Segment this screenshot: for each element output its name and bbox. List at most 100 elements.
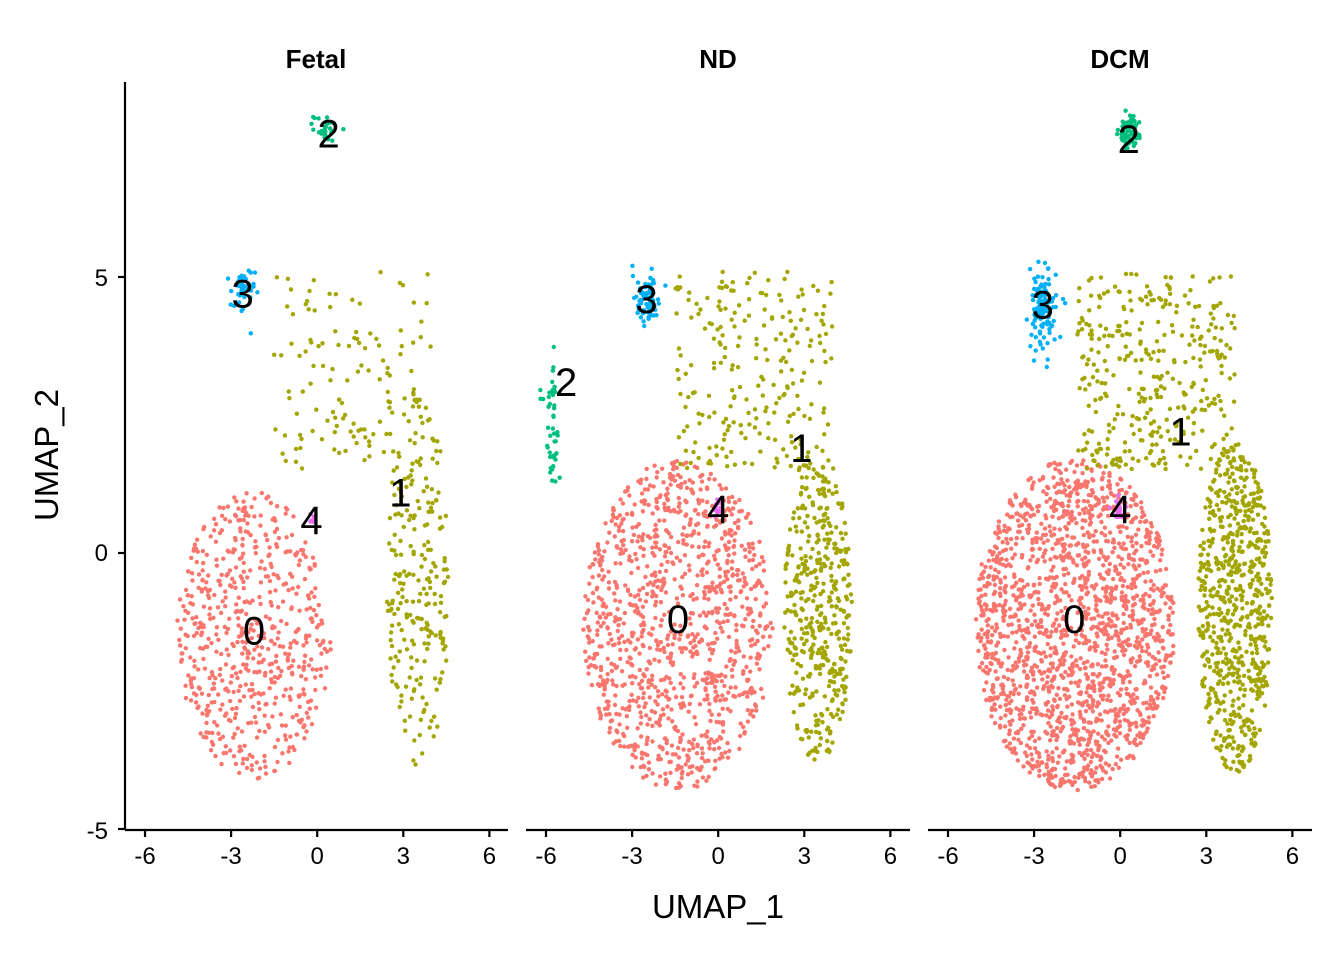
- cell-point-cluster-0: [1046, 772, 1051, 777]
- cell-point-cluster-0: [1121, 565, 1127, 570]
- cell-point-cluster-0: [1073, 680, 1078, 685]
- cell-point-cluster-0: [710, 680, 715, 685]
- cell-point-cluster-0: [988, 639, 994, 644]
- cell-point-cluster-0: [662, 580, 667, 585]
- cell-point-cluster-0: [595, 632, 600, 637]
- cell-point-cluster-0: [282, 733, 288, 738]
- cell-point-cluster-1: [800, 561, 805, 567]
- cell-point-cluster-0: [1091, 729, 1096, 734]
- cell-point-cluster-0: [645, 722, 650, 727]
- cell-point-cluster-0: [719, 736, 724, 741]
- cell-point-cluster-0: [682, 480, 688, 485]
- cell-point-cluster-0: [712, 766, 717, 772]
- cell-point-cluster-0: [689, 693, 694, 698]
- cell-point-cluster-0: [1031, 729, 1036, 734]
- cell-point-cluster-1: [761, 377, 766, 382]
- cell-point-cluster-1: [840, 709, 845, 715]
- cell-point-cluster-0: [1021, 659, 1026, 664]
- cell-point-cluster-1: [280, 451, 285, 456]
- cell-point-cluster-0: [1123, 597, 1128, 602]
- cell-point-cluster-1: [831, 662, 837, 667]
- cell-point-cluster-0: [745, 694, 750, 699]
- cell-point-cluster-0: [237, 698, 243, 704]
- cell-point-cluster-0: [695, 573, 700, 578]
- cell-point-cluster-0: [690, 654, 695, 659]
- cell-point-cluster-1: [312, 308, 317, 313]
- cell-point-cluster-0: [587, 628, 592, 633]
- cell-point-cluster-0: [1088, 747, 1094, 753]
- cell-point-cluster-1: [1165, 282, 1170, 288]
- cell-point-cluster-0: [1044, 499, 1049, 504]
- cell-point-cluster-1: [830, 491, 835, 496]
- cell-point-cluster-0: [1145, 528, 1150, 533]
- cell-point-cluster-0: [244, 756, 250, 762]
- cell-point-cluster-0: [1050, 729, 1055, 734]
- cell-point-cluster-0: [288, 686, 294, 691]
- cell-point-cluster-1: [393, 654, 398, 659]
- cell-point-cluster-0: [721, 729, 726, 734]
- cell-point-cluster-1: [729, 317, 734, 322]
- cell-point-cluster-0: [699, 637, 704, 642]
- cell-point-cluster-1: [843, 547, 848, 552]
- cell-point-cluster-0: [638, 734, 644, 739]
- cell-point-cluster-0: [644, 591, 650, 597]
- cell-point-cluster-0: [657, 723, 662, 728]
- cell-point-cluster-0: [289, 605, 294, 610]
- cell-point-cluster-0: [729, 667, 735, 673]
- cell-point-cluster-0: [1049, 533, 1054, 538]
- cell-point-cluster-0: [720, 706, 725, 711]
- cell-point-cluster-0: [685, 758, 690, 763]
- cell-point-cluster-1: [807, 674, 812, 679]
- cell-point-cluster-1: [842, 558, 847, 563]
- cell-point-cluster-0: [218, 666, 223, 672]
- cell-point-cluster-1: [431, 714, 437, 719]
- cell-point-cluster-0: [700, 567, 705, 572]
- cell-point-cluster-1: [711, 360, 717, 366]
- cell-point-cluster-0: [757, 667, 762, 672]
- cell-point-cluster-0: [1100, 486, 1105, 492]
- cell-point-cluster-0: [1029, 506, 1035, 512]
- cell-point-cluster-1: [752, 270, 757, 275]
- cell-point-cluster-0: [206, 692, 211, 698]
- cell-point-cluster-1: [805, 326, 810, 332]
- cell-point-cluster-0: [670, 660, 676, 665]
- cell-point-cluster-1: [732, 462, 738, 467]
- cell-point-cluster-1: [300, 389, 305, 394]
- cell-point-cluster-0: [733, 531, 738, 536]
- cell-point-cluster-1: [683, 448, 689, 453]
- cell-point-cluster-0: [748, 520, 753, 525]
- cell-point-cluster-1: [812, 757, 817, 762]
- cell-point-cluster-1: [426, 601, 431, 606]
- cell-point-cluster-0: [995, 695, 1001, 700]
- cell-point-cluster-1: [424, 591, 429, 597]
- cell-point-cluster-1: [842, 690, 847, 695]
- cell-point-cluster-1: [1177, 380, 1182, 386]
- cell-point-cluster-0: [1054, 627, 1059, 632]
- cell-point-cluster-0: [1004, 708, 1010, 713]
- cell-point-cluster-0: [622, 639, 627, 645]
- cell-point-cluster-0: [716, 606, 722, 611]
- cell-point-cluster-1: [298, 445, 303, 451]
- cell-point-cluster-0: [1006, 622, 1011, 628]
- cell-point-cluster-1: [762, 307, 767, 312]
- cell-point-cluster-0: [623, 547, 628, 553]
- cell-point-cluster-0: [1090, 709, 1096, 714]
- cell-point-cluster-0: [279, 723, 285, 728]
- cell-point-cluster-0: [700, 751, 705, 756]
- cell-point-cluster-0: [705, 693, 710, 698]
- cell-point-cluster-1: [342, 412, 348, 418]
- cell-point-cluster-0: [237, 748, 242, 754]
- cell-point-cluster-1: [1210, 652, 1215, 657]
- cell-point-cluster-0: [645, 735, 650, 740]
- cell-point-cluster-0: [708, 471, 713, 477]
- cell-point-cluster-0: [1111, 576, 1116, 582]
- cell-point-cluster-0: [723, 612, 728, 617]
- cell-point-cluster-1: [683, 404, 688, 410]
- cell-point-cluster-1: [1200, 387, 1206, 393]
- cell-point-cluster-0: [1087, 535, 1092, 540]
- cell-point-cluster-0: [602, 549, 607, 554]
- cell-point-cluster-0: [252, 692, 257, 697]
- cell-point-cluster-0: [638, 477, 644, 482]
- cell-point-cluster-0: [1013, 541, 1019, 547]
